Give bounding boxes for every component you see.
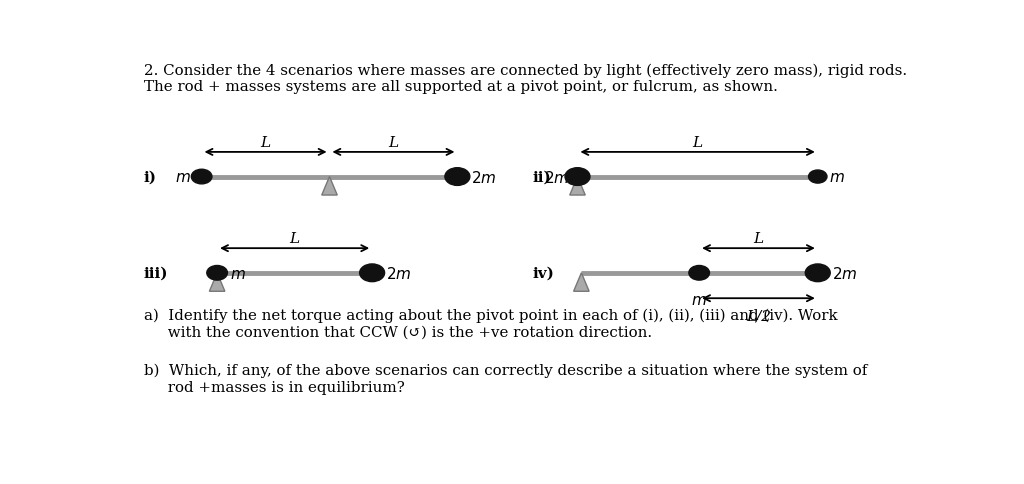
Text: The rod + masses systems are all supported at a pivot point, or fulcrum, as show: The rod + masses systems are all support… — [143, 79, 777, 93]
Text: i): i) — [143, 170, 157, 184]
Polygon shape — [322, 177, 337, 196]
Ellipse shape — [809, 171, 827, 184]
Text: $2m$: $2m$ — [545, 169, 569, 185]
Ellipse shape — [565, 168, 590, 186]
Text: $2m$: $2m$ — [471, 169, 497, 185]
Text: $m$: $m$ — [691, 293, 708, 307]
Ellipse shape — [689, 266, 710, 281]
Text: ii): ii) — [532, 170, 551, 184]
Text: L: L — [260, 136, 270, 150]
Ellipse shape — [191, 170, 212, 184]
Polygon shape — [209, 273, 225, 292]
Text: L: L — [388, 136, 398, 150]
Text: L/2: L/2 — [745, 309, 771, 323]
Text: rod +masses is in equilibrium?: rod +masses is in equilibrium? — [143, 380, 404, 394]
Text: a)  Identify the net torque acting about the pivot point in each of (i), (ii), (: a) Identify the net torque acting about … — [143, 308, 838, 322]
Text: $m$: $m$ — [230, 268, 246, 282]
Text: L: L — [290, 232, 300, 245]
Polygon shape — [573, 273, 589, 292]
Ellipse shape — [359, 264, 385, 282]
Ellipse shape — [207, 266, 227, 281]
Ellipse shape — [805, 264, 830, 282]
Text: iii): iii) — [143, 266, 168, 280]
Text: with the convention that CCW (↺) is the +ve rotation direction.: with the convention that CCW (↺) is the … — [143, 325, 651, 339]
Text: iv): iv) — [532, 266, 554, 280]
Text: $m$: $m$ — [175, 170, 190, 184]
Text: 2. Consider the 4 scenarios where masses are connected by light (effectively zer: 2. Consider the 4 scenarios where masses… — [143, 63, 906, 78]
Polygon shape — [569, 177, 586, 196]
Ellipse shape — [444, 168, 470, 186]
Text: L: L — [754, 232, 764, 245]
Text: $2m$: $2m$ — [386, 265, 412, 281]
Text: $m$: $m$ — [828, 170, 845, 184]
Text: b)  Which, if any, of the above scenarios can correctly describe a situation whe: b) Which, if any, of the above scenarios… — [143, 363, 867, 378]
Text: L: L — [692, 136, 702, 150]
Text: $2m$: $2m$ — [831, 265, 857, 281]
